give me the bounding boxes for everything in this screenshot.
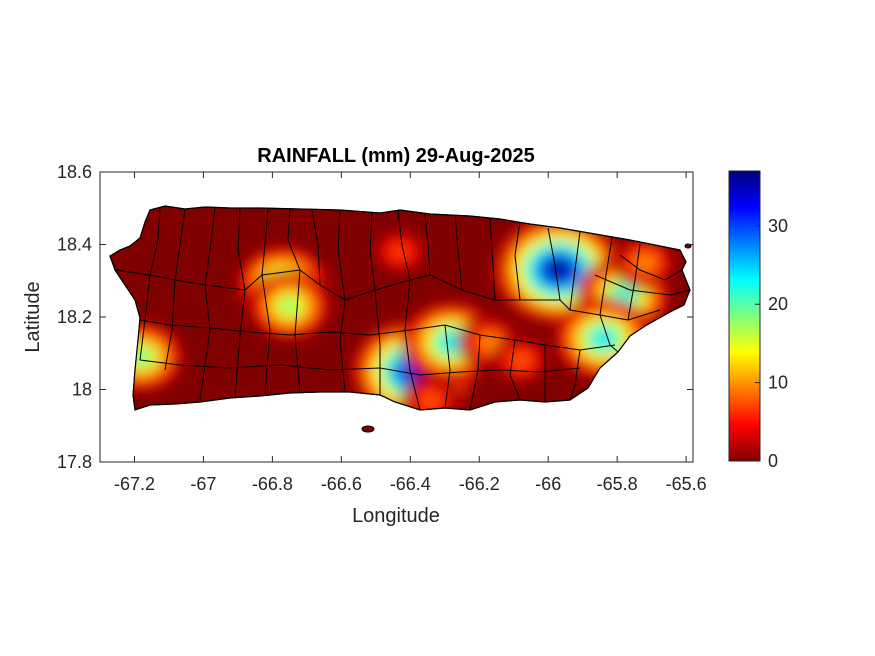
islet xyxy=(361,425,375,433)
x-tick-label: -65.8 xyxy=(597,474,638,494)
colorbar-gradient xyxy=(728,170,761,462)
municipality-border xyxy=(509,339,521,401)
municipality-border xyxy=(139,319,616,351)
y-axis-label: Latitude xyxy=(22,281,44,352)
x-tick-label: -66.6 xyxy=(321,474,362,494)
rain-cell xyxy=(512,354,529,367)
y-tick-label: 18 xyxy=(72,380,92,400)
coastline xyxy=(109,205,691,411)
municipality-border xyxy=(599,237,613,316)
municipality-border xyxy=(261,274,271,396)
municipality-border xyxy=(199,284,211,401)
municipality-border xyxy=(294,269,301,394)
municipality-border xyxy=(489,217,496,301)
municipality-border xyxy=(174,209,186,281)
island-map xyxy=(109,205,692,433)
y-tick-label: 18.6 xyxy=(57,162,92,182)
colorbar-tick-label: 0 xyxy=(768,451,778,471)
municipality-border xyxy=(311,209,321,286)
municipality-border xyxy=(339,299,346,393)
colorbar-tick-label: 20 xyxy=(768,294,788,314)
municipality-border xyxy=(569,231,581,311)
x-tick-label: -66.4 xyxy=(390,474,431,494)
municipality-border xyxy=(469,334,481,411)
municipality-border xyxy=(337,210,346,301)
x-tick-label: -67 xyxy=(190,474,216,494)
colorbar: 0 10 20 30 xyxy=(728,170,788,471)
colorbar-tick-label: 10 xyxy=(768,373,788,393)
municipality-border xyxy=(599,314,619,353)
y-tick-label: 17.8 xyxy=(57,452,92,472)
x-tick-label: -66.8 xyxy=(252,474,293,494)
municipality-border xyxy=(454,215,463,291)
colorbar-tick-label: 30 xyxy=(768,216,788,236)
x-tick-label: -66.2 xyxy=(459,474,500,494)
x-axis-ticks: -67.2 -67 -66.8 -66.6 -66.4 -66.2 -66 -65.8 -65.… xyxy=(114,172,707,494)
municipality-border xyxy=(149,206,161,276)
rain-cell xyxy=(544,258,573,282)
x-tick-label: -67.2 xyxy=(114,474,155,494)
municipality-border xyxy=(444,324,451,409)
municipality-border xyxy=(374,289,381,395)
rain-cell xyxy=(392,245,408,259)
municipality-border xyxy=(139,274,151,361)
colorbar-ticks: 0 10 20 30 xyxy=(755,216,788,471)
municipality-border xyxy=(114,269,661,321)
municipality-border xyxy=(424,213,431,276)
municipality-border xyxy=(619,254,683,281)
rain-cell xyxy=(636,255,653,270)
x-axis-label: Longitude xyxy=(352,505,440,527)
municipality-border xyxy=(287,209,301,271)
municipality-border xyxy=(369,212,376,291)
chart-title: RAINFALL (mm) 29-Aug-2025 xyxy=(257,145,534,167)
municipality-border xyxy=(594,274,691,296)
municipality-border xyxy=(139,359,581,376)
municipality-border xyxy=(397,210,411,281)
municipality-border xyxy=(261,208,269,276)
x-tick-label: -66 xyxy=(535,474,561,494)
municipality-border xyxy=(234,289,246,399)
municipality-borders xyxy=(114,206,691,411)
rain-cell xyxy=(423,393,439,407)
municipality-border xyxy=(164,279,176,371)
municipality-border xyxy=(547,227,561,301)
municipality-border xyxy=(204,207,216,286)
x-tick-label: -65.6 xyxy=(666,474,707,494)
municipality-border xyxy=(404,279,421,411)
rain-cell xyxy=(481,335,498,350)
municipality-border xyxy=(237,207,246,291)
municipality-border xyxy=(569,349,581,401)
municipality-border xyxy=(627,243,641,321)
rain-cell xyxy=(279,297,300,315)
y-axis-ticks: 18.6 18.4 18.2 18 17.8 xyxy=(57,162,693,472)
y-tick-label: 18.4 xyxy=(57,235,92,255)
y-tick-label: 18.2 xyxy=(57,307,92,327)
municipality-border xyxy=(514,221,521,301)
